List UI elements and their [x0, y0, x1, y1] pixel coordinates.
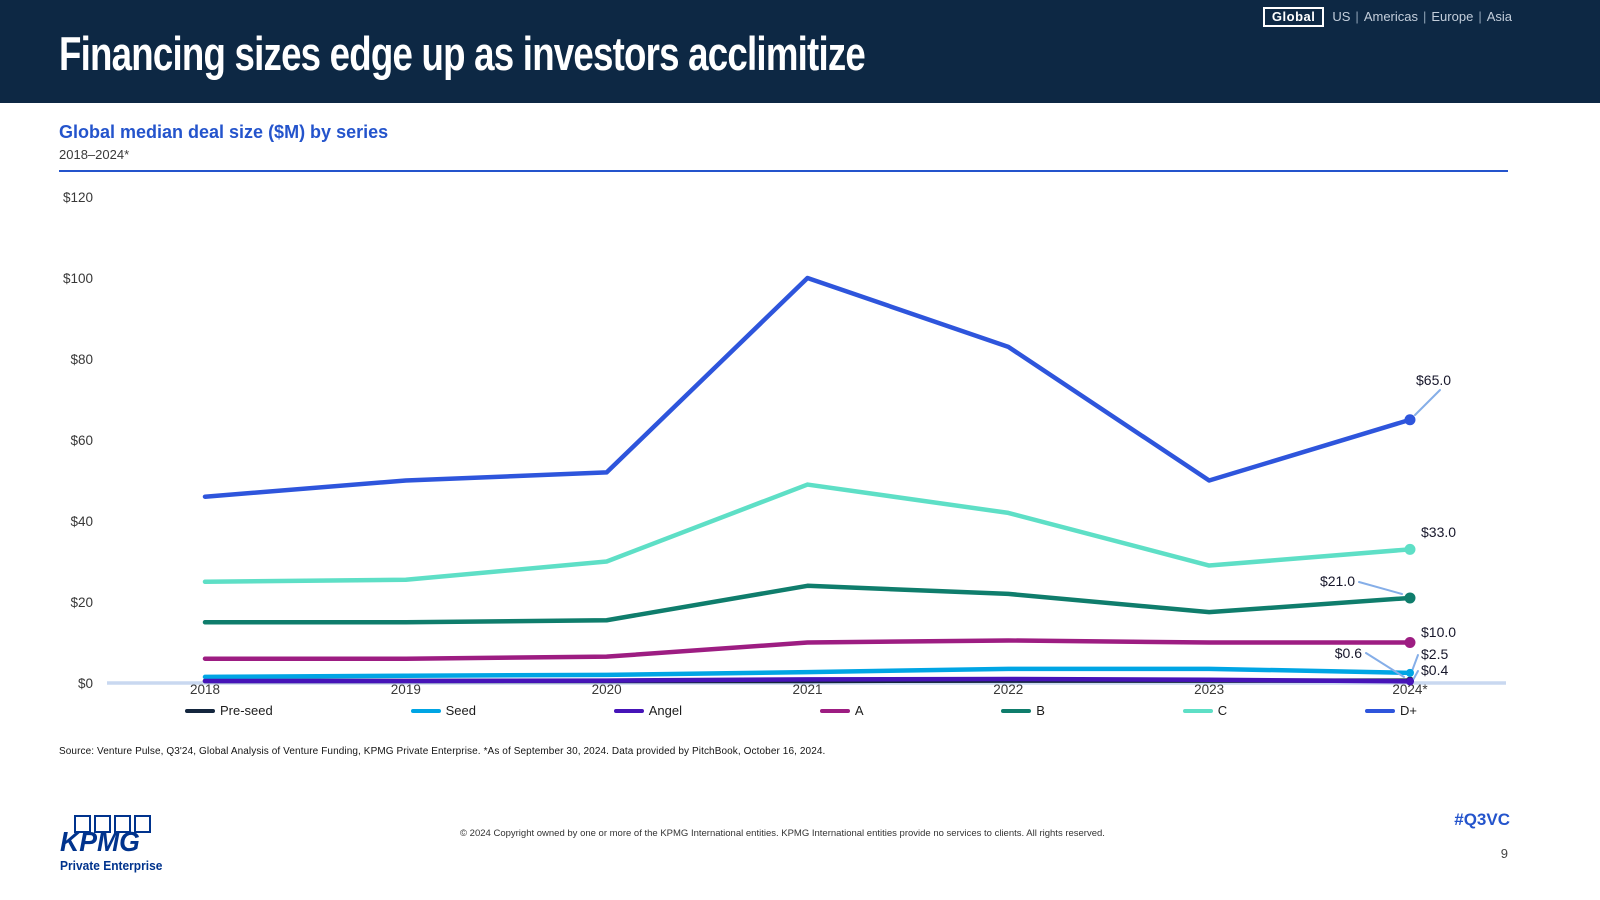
- series-line-b: [202, 583, 1413, 625]
- legend-label: B: [1036, 703, 1045, 718]
- series-endpoint-d: [1404, 414, 1416, 426]
- x-tick-label: 2023: [1194, 682, 1224, 697]
- legend-swatch: [819, 708, 850, 713]
- logo-square: [134, 815, 151, 833]
- series-line-c: [202, 482, 1413, 584]
- series-endpoint-angel: [1405, 677, 1414, 686]
- label-leader-line: [1358, 581, 1403, 595]
- x-tick-label: 2019: [391, 682, 421, 697]
- legend-label: Seed: [445, 703, 476, 718]
- legend-label: A: [854, 703, 864, 718]
- title-rule: [59, 170, 1508, 172]
- series-line-d: [202, 275, 1413, 499]
- label-leader-line: [1365, 652, 1405, 678]
- nav-separator: |: [1478, 9, 1482, 24]
- logo-square: [114, 815, 131, 833]
- label-leader-line: [1414, 389, 1441, 416]
- source-note: Source: Venture Pulse, Q3'24, Global Ana…: [59, 746, 826, 757]
- legend-swatch: [185, 708, 215, 713]
- x-tick-label: 2020: [592, 682, 622, 697]
- legend-item-d: D+: [1364, 703, 1417, 718]
- region-tab-europe[interactable]: Europe: [1431, 9, 1474, 24]
- y-tick-label: $60: [70, 433, 93, 448]
- chart-title: Global median deal size ($M) by series: [59, 122, 389, 142]
- region-tab-americas[interactable]: Americas: [1363, 9, 1418, 24]
- series-end-label: $21.0: [1320, 573, 1355, 589]
- legend-label: D+: [1399, 703, 1417, 718]
- series-end-label: $10.0: [1421, 624, 1456, 640]
- x-tick-label: 2021: [792, 682, 822, 697]
- logo-square: [94, 815, 111, 833]
- region-tab-us[interactable]: US: [1332, 9, 1351, 24]
- kpmg-logo: KPMG Private Enterprise: [60, 815, 240, 873]
- chart-subtitle: 2018–2024*: [59, 147, 130, 162]
- series-endpoint-c: [1404, 543, 1416, 555]
- series-end-label: $2.5: [1421, 646, 1448, 662]
- x-tick-label: 2018: [190, 682, 220, 697]
- series-line-seed: [202, 666, 1413, 680]
- legend-item-angel: Angel: [613, 703, 682, 718]
- kpmg-logo-subbrand: Private Enterprise: [60, 858, 163, 873]
- x-tick-label: 2022: [993, 682, 1023, 697]
- page-number: 9: [1500, 846, 1508, 861]
- page-title: Financing sizes edge up as investors acc…: [59, 27, 866, 80]
- series-end-label: $65.0: [1416, 372, 1451, 388]
- legend-item-seed: Seed: [410, 703, 476, 718]
- legend-swatch: [613, 708, 644, 713]
- label-leader-line: [1412, 670, 1419, 681]
- legend-swatch: [410, 708, 441, 713]
- region-tab-asia[interactable]: Asia: [1486, 9, 1512, 24]
- y-tick-label: $0: [78, 676, 93, 691]
- legend-item-b: B: [1001, 703, 1045, 718]
- kpmg-logo-squares: [74, 815, 240, 833]
- series-line-a: [202, 638, 1413, 661]
- legend-item-a: A: [819, 703, 864, 718]
- y-tick-label: $120: [63, 190, 93, 205]
- kpmg-logo-wordmark: KPMG: [60, 826, 140, 857]
- legend-item-c: C: [1182, 703, 1228, 718]
- y-tick-label: $80: [70, 352, 93, 367]
- label-leader-line: [1411, 654, 1419, 672]
- series-endpoint-a: [1404, 637, 1416, 648]
- y-tick-label: $100: [63, 271, 93, 286]
- region-tab-global[interactable]: Global: [1262, 7, 1325, 27]
- legend-item-preseed: Pre-seed: [185, 703, 273, 718]
- y-tick-label: $40: [70, 514, 93, 529]
- hashtag-label: #Q3VC: [1454, 810, 1510, 829]
- series-endpoint-seed: [1405, 668, 1414, 677]
- series-endpoint-b: [1404, 592, 1416, 604]
- y-tick-label: $20: [70, 595, 93, 610]
- legend-swatch: [1001, 708, 1032, 713]
- series-end-label: $33.0: [1421, 524, 1456, 540]
- nav-separator: |: [1423, 9, 1427, 24]
- header-band: Global US | Americas | Europe | Asia Financing …: [0, 0, 1600, 103]
- nav-separator: |: [1355, 9, 1359, 24]
- legend-label: C: [1217, 703, 1228, 718]
- logo-square: [74, 815, 91, 833]
- legend-label: Pre-seed: [220, 703, 273, 718]
- legend-label: Angel: [648, 703, 682, 718]
- legend-swatch: [1364, 708, 1395, 713]
- legend-swatch: [1182, 708, 1213, 713]
- series-end-label: $0.4: [1421, 662, 1448, 678]
- region-nav: Global US | Americas | Europe | Asia: [1262, 7, 1512, 27]
- series-end-label: $0.6: [1335, 645, 1362, 661]
- chart-legend: Pre-seed Seed Angel A B C D+: [185, 703, 1417, 718]
- x-tick-label: 2024*: [1392, 682, 1428, 697]
- copyright-text: © 2024 Copyright owned by one or more of…: [460, 828, 1105, 839]
- series-line-angel: [202, 676, 1413, 684]
